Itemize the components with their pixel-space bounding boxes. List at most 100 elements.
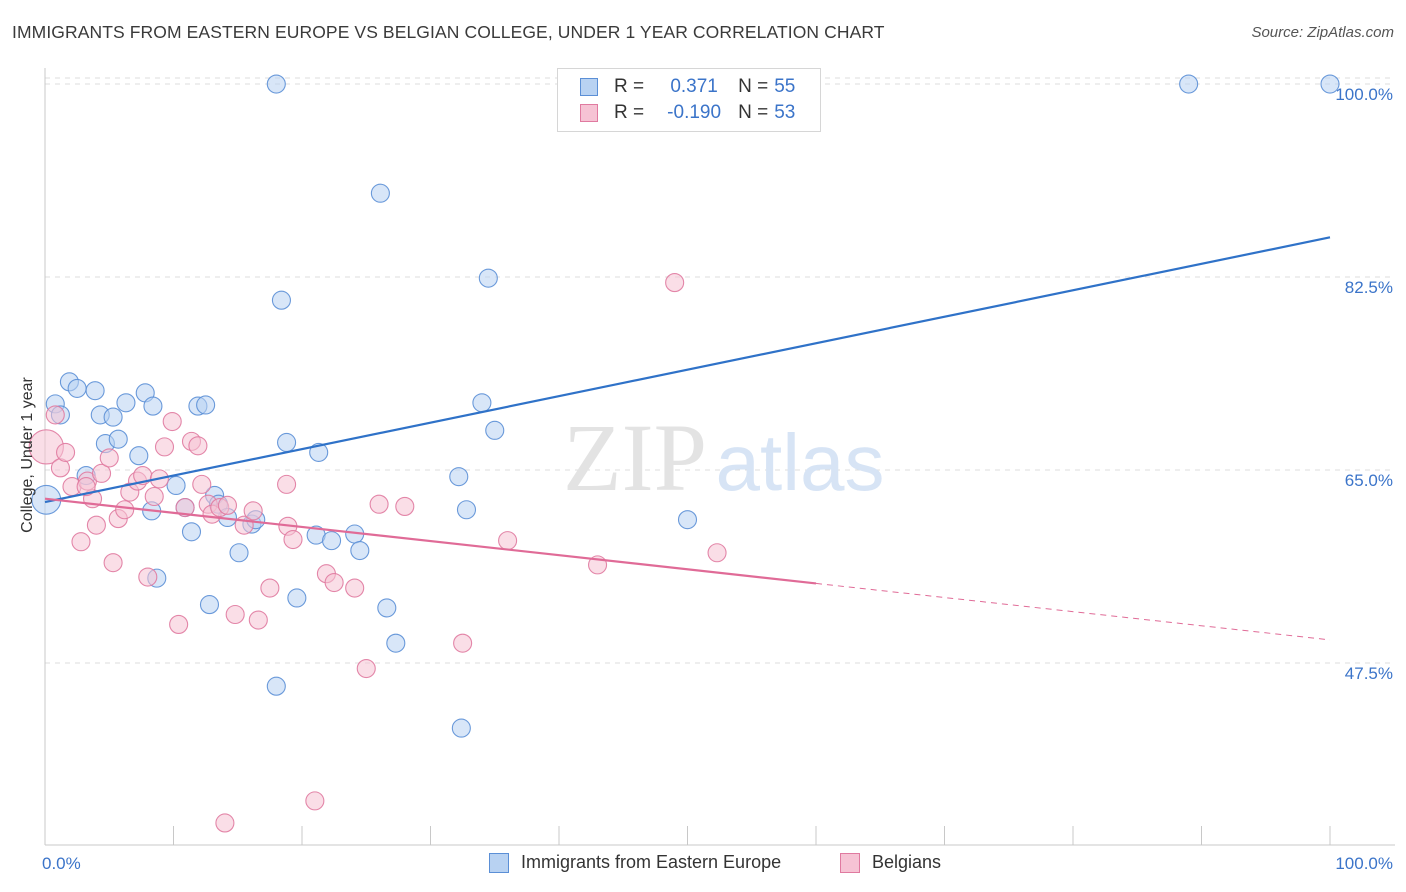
data-point-eastern-europe [116,393,136,413]
watermark: ZIP atlas [563,404,884,511]
data-point-belgians [215,813,235,833]
data-point-eastern-europe [196,395,216,415]
r-value: 0.371 [670,76,718,97]
data-point-belgians [162,411,182,432]
trend-line-belgians [44,497,817,585]
data-point-belgians [277,474,297,494]
data-point-eastern-europe [451,718,471,738]
data-point-eastern-europe [181,522,202,542]
data-point-eastern-europe [677,510,698,530]
data-point-belgians [345,578,365,598]
source-label: Source: ZipAtlas.com [1251,24,1394,41]
data-point-eastern-europe [1179,74,1199,94]
watermark-atlas: atlas [716,418,885,507]
r-value: -0.190 [667,102,722,123]
data-point-eastern-europe [370,183,390,203]
data-point-belgians [707,543,727,563]
data-point-eastern-europe [266,676,286,696]
r-label: R = [614,76,645,97]
y-axis-label: College, Under 1 year [19,377,36,533]
data-point-belgians [86,515,106,535]
data-point-eastern-europe [377,598,397,618]
data-point-belgians [175,497,195,518]
data-point-belgians [91,463,112,483]
data-point-eastern-europe [350,540,370,561]
data-point-belgians [115,500,135,520]
x-tick-label: 100.0% [1335,854,1393,873]
data-point-belgians [324,572,344,593]
data-point-belgians [356,658,376,679]
data-point-belgians [369,494,389,514]
data-point-belgians [169,614,189,634]
data-point-eastern-europe [1320,74,1340,94]
series-legend: Immigrants from Eastern Europe Belgians [0,852,1406,878]
data-point-eastern-europe [103,407,123,427]
data-point-belgians [665,273,685,293]
data-point-belgians [283,529,303,550]
r-label: R = [614,102,645,123]
grid-lines [45,77,1395,664]
trend-line-belgians-extrapolated [815,582,1331,641]
correlation-legend: R = 0.371 N = 55 R = -0.190 N = 53 [557,68,821,132]
data-point-eastern-europe [266,74,286,94]
legend-item-eastern-europe: Immigrants from Eastern Europe [489,852,781,873]
data-point-belgians [45,405,65,425]
data-point-eastern-europe [277,432,297,453]
data-point-eastern-europe [108,429,128,449]
legend-swatch-blue [580,78,598,96]
data-point-eastern-europe [309,442,329,462]
y-tick-label: 100.0% [1335,85,1393,104]
data-point-belgians [453,633,473,653]
data-point-belgians [243,501,263,521]
data-point-belgians [99,448,119,468]
data-point-belgians [395,496,415,516]
data-point-belgians [154,437,175,457]
data-point-eastern-europe [166,475,186,496]
data-point-eastern-europe [85,381,105,401]
data-point-eastern-europe [129,446,149,466]
data-point-eastern-europe [485,420,505,440]
data-point-belgians [138,567,158,587]
y-tick-label: 47.5% [1345,664,1393,683]
data-point-eastern-europe [287,588,307,608]
n-value: 53 [774,102,796,123]
data-point-belgians [260,578,280,598]
legend-row-eastern-europe: R = 0.371 N = 55 [580,75,795,99]
watermark-zip: ZIP [563,404,707,511]
data-point-eastern-europe [449,467,469,487]
n-value: 55 [774,76,796,97]
data-point-belgians [188,436,208,456]
legend-row-belgians: R = -0.190 N = 53 [580,101,795,125]
data-point-eastern-europe [199,595,220,615]
data-point-belgians [71,532,91,552]
n-label: N = [738,102,769,123]
chart-title: IMMIGRANTS FROM EASTERN EUROPE VS BELGIA… [12,22,885,42]
n-label: N = [738,76,769,97]
data-point-belgians [103,553,123,573]
legend-label: Belgians [872,852,942,872]
legend-swatch-pink [580,104,598,122]
data-points [28,74,1340,833]
trend-line-eastern-europe [44,236,1331,504]
tick-labels: 47.5% 65.0% 82.5% 100.0% 0.0% 100.0% [42,85,1393,873]
legend-swatch-blue [489,852,509,873]
data-point-belgians [248,610,268,630]
y-tick-label: 65.0% [1345,471,1393,490]
legend-swatch-pink [840,852,860,873]
x-tick-label: 0.0% [42,854,81,873]
legend-label: Immigrants from Eastern Europe [521,852,782,872]
y-tick-label: 82.5% [1345,278,1393,297]
data-point-belgians [76,477,96,497]
data-point-eastern-europe [478,268,498,288]
data-point-belgians [217,495,238,515]
data-point-eastern-europe [271,290,291,310]
data-point-belgians [225,604,245,625]
data-point-eastern-europe [143,396,163,416]
data-point-belgians [305,791,325,811]
data-point-eastern-europe [456,500,477,520]
data-point-belgians [56,442,76,462]
data-point-belgians [192,474,212,494]
data-point-eastern-europe [229,543,249,563]
data-point-eastern-europe [322,531,342,551]
